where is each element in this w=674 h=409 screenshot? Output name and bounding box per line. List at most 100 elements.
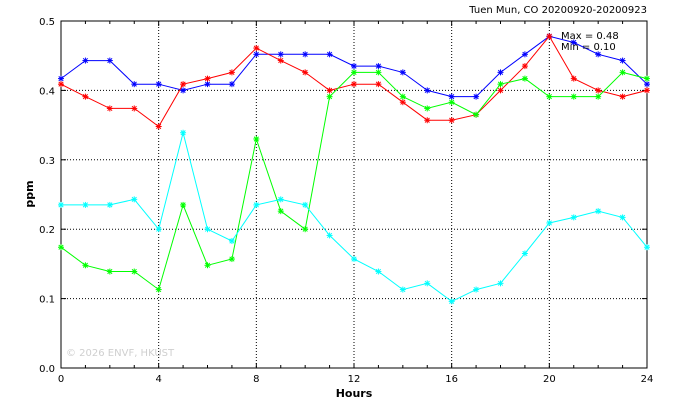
- data-point: [58, 75, 64, 82]
- data-point: [58, 244, 64, 251]
- data-point: [82, 262, 89, 269]
- data-point: [253, 201, 260, 208]
- data-point: [326, 87, 333, 94]
- data-point: [228, 256, 235, 263]
- data-point: [204, 262, 211, 269]
- data-point: [277, 57, 284, 64]
- data-point: [302, 69, 309, 76]
- data-point: [180, 129, 187, 136]
- data-point: [497, 69, 504, 76]
- data-point: [106, 201, 113, 208]
- max-label: Max = 0.48: [561, 31, 619, 42]
- data-point: [351, 81, 357, 88]
- data-point: [326, 51, 333, 58]
- data-point: [619, 214, 626, 221]
- data-point: [204, 81, 211, 88]
- y-axis-title: ppm: [23, 180, 36, 207]
- data-point: [155, 81, 162, 88]
- x-tick-label: 12: [348, 374, 361, 385]
- data-point: [644, 81, 650, 88]
- series-3: [58, 129, 650, 305]
- data-point: [424, 87, 431, 94]
- x-tick-label: 8: [253, 374, 259, 385]
- data-point: [131, 268, 138, 275]
- x-tick-label: 20: [543, 374, 556, 385]
- data-point: [424, 105, 431, 112]
- y-tick-label: 0.3: [39, 156, 55, 167]
- x-tick-label: 0: [58, 374, 64, 385]
- y-tick-label: 0.1: [39, 295, 55, 306]
- data-point: [424, 280, 431, 287]
- data-point: [351, 69, 357, 76]
- data-point: [131, 81, 138, 88]
- data-point: [302, 226, 309, 233]
- series-1: [58, 33, 650, 130]
- data-point: [473, 286, 480, 293]
- data-point: [106, 57, 113, 64]
- data-point: [546, 93, 553, 100]
- data-point: [619, 69, 626, 76]
- data-point: [521, 250, 528, 257]
- series-group: [58, 33, 650, 305]
- data-point: [570, 93, 577, 100]
- min-label: Min = 0.10: [561, 42, 616, 53]
- y-tick-label: 0.0: [39, 364, 55, 375]
- data-point: [595, 51, 602, 58]
- data-point: [326, 93, 333, 100]
- data-point: [58, 201, 64, 208]
- data-point: [302, 201, 309, 208]
- x-axis-title: Hours: [336, 387, 373, 400]
- data-point: [521, 51, 528, 58]
- data-point: [570, 39, 577, 46]
- data-point: [106, 268, 113, 275]
- data-point: [375, 81, 382, 88]
- data-point: [253, 135, 260, 142]
- data-point: [253, 45, 260, 52]
- data-point: [521, 63, 528, 70]
- data-point: [106, 105, 113, 112]
- data-point: [570, 75, 577, 82]
- data-point: [58, 81, 64, 88]
- data-point: [155, 286, 162, 293]
- data-point: [228, 237, 235, 244]
- data-point: [277, 51, 284, 58]
- data-point: [131, 105, 138, 112]
- grid-lines: [61, 21, 647, 368]
- chart-title: Tuen Mun, CO 20200920-20200923: [468, 5, 647, 16]
- data-point: [473, 111, 480, 118]
- data-point: [82, 57, 89, 64]
- data-point: [180, 87, 187, 94]
- data-point: [277, 208, 284, 215]
- data-point: [497, 81, 504, 88]
- data-point: [595, 87, 602, 94]
- watermark: © 2026 ENVF, HKUST: [66, 348, 175, 359]
- data-point: [497, 87, 504, 94]
- data-point: [399, 69, 406, 76]
- data-point: [448, 117, 455, 124]
- data-point: [302, 51, 309, 58]
- series-2: [58, 69, 650, 293]
- data-point: [228, 69, 235, 76]
- data-point: [204, 75, 211, 82]
- y-tick-label: 0.2: [39, 225, 55, 236]
- data-point: [644, 75, 650, 82]
- y-tick-label: 0.5: [39, 17, 55, 28]
- data-point: [546, 219, 553, 226]
- data-point: [424, 117, 431, 124]
- data-point: [131, 196, 138, 203]
- data-point: [375, 268, 382, 275]
- data-point: [82, 201, 89, 208]
- data-point: [448, 99, 455, 106]
- data-point: [448, 93, 455, 100]
- data-point: [644, 87, 650, 94]
- data-point: [644, 244, 650, 251]
- data-point: [155, 123, 162, 130]
- data-point: [155, 226, 162, 233]
- data-point: [448, 298, 455, 305]
- x-tick-label: 4: [155, 374, 161, 385]
- data-point: [204, 226, 211, 233]
- data-point: [351, 256, 357, 263]
- data-point: [497, 280, 504, 287]
- data-point: [277, 196, 284, 203]
